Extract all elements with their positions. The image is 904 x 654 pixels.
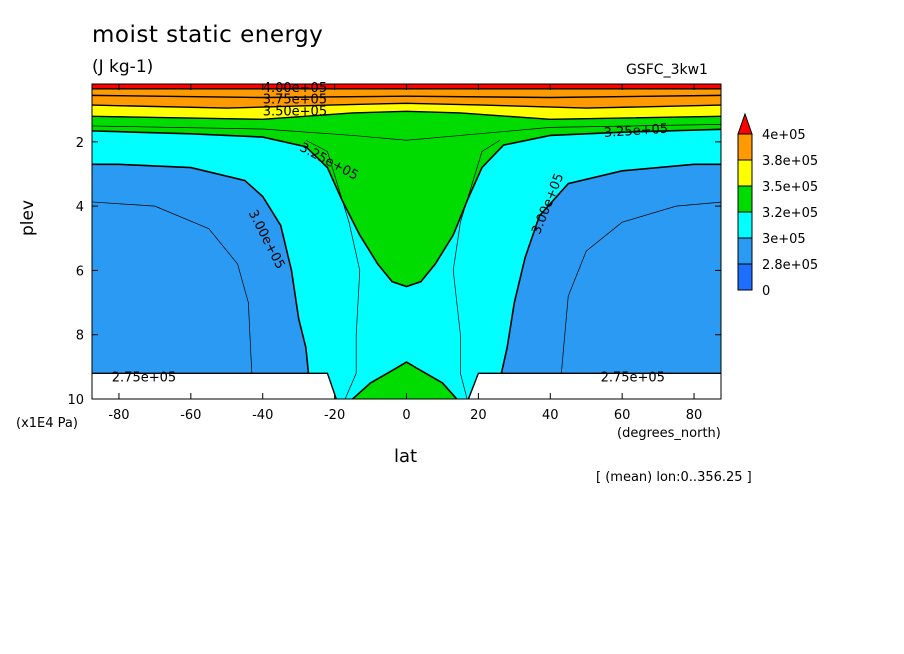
colorbar-label-4: 3e+05: [762, 232, 806, 247]
contour-3-25e5-surface: [351, 361, 458, 399]
x-tick-label-1: -60: [180, 408, 201, 423]
colorbar-label-1: 3.8e+05: [762, 154, 818, 169]
x-tick-label-4: 0: [402, 408, 410, 423]
contour-3-75e5: [92, 102, 721, 109]
contour-2-87e5-north: [560, 201, 721, 377]
contour-label-1: 3.75e+05: [263, 92, 327, 107]
colorbar-swatch-1: [737, 133, 753, 161]
underground-mask-north: [468, 373, 721, 399]
x-tick-label-2: -40: [252, 408, 273, 423]
contour-thin-upper: [92, 123, 721, 141]
contour-2-87e5-south: [92, 201, 253, 377]
contour-label-7: 2.75e+05: [112, 370, 176, 385]
contour-3-5e5: [92, 110, 721, 121]
contour-3-25e5: [92, 128, 721, 288]
colorbar-swatch-4: [737, 211, 753, 239]
chart-units: (J kg-1): [92, 57, 154, 77]
contour-3-12e5-south: [305, 139, 361, 399]
y-tick-label-2: 6: [76, 264, 84, 279]
y-tick-label-0: 2: [76, 136, 84, 151]
x-tick-label-7: 60: [614, 408, 631, 423]
x-tick-label-5: 20: [470, 408, 487, 423]
contour-label-4: 3.25e+05: [603, 122, 668, 141]
y-tick-label-4: 10: [67, 393, 84, 408]
colorbar-swatch-2: [737, 159, 753, 187]
colorbar-swatch-5: [737, 237, 753, 265]
contour-3-12e5-north: [452, 139, 501, 399]
y-axis-unit: (x1E4 Pa): [16, 416, 78, 431]
chart-title: moist static energy: [92, 22, 324, 48]
underground-mask-south: [92, 373, 337, 399]
contour-label-2: 3.50e+05: [263, 105, 327, 120]
band-surface-bulge: [352, 362, 457, 399]
averaging-note: [ (mean) lon:0..356.25 ]: [596, 470, 752, 485]
y-tick-label-3: 8: [76, 329, 84, 344]
colorbar-label-3: 3.2e+05: [762, 206, 818, 221]
contour-3-9e5: [92, 94, 721, 99]
x-axis-unit: (degrees_north): [617, 426, 721, 441]
contour-label-8: 2.75e+05: [601, 370, 665, 385]
colorbar-label-2: 3.5e+05: [762, 180, 818, 195]
contour-3e5-north: [499, 163, 721, 380]
x-tick-label-3: -20: [324, 408, 345, 423]
x-tick-label-0: -80: [108, 408, 129, 423]
colorbar-label-5: 2.8e+05: [762, 258, 818, 273]
colorbar-arrow: [737, 112, 753, 135]
plot-area: [92, 84, 721, 399]
model-name: GSFC_3kw1: [626, 62, 708, 78]
contour-3e5-south: [92, 163, 311, 384]
colorbar-label-0: 4e+05: [762, 128, 806, 143]
colorbar-swatch-3: [737, 185, 753, 213]
contour-label-0: 4.00e+05: [263, 81, 327, 96]
underground-edge-north: [467, 372, 721, 399]
underground-edge-south: [92, 372, 338, 399]
x-tick-label-8: 80: [686, 408, 703, 423]
y-tick-label-1: 4: [76, 200, 84, 215]
x-axis-label: lat: [394, 446, 418, 467]
colorbar-label-6: 0: [762, 284, 770, 299]
colorbar-swatch-6: [737, 263, 753, 291]
x-tick-label-6: 40: [542, 408, 559, 423]
